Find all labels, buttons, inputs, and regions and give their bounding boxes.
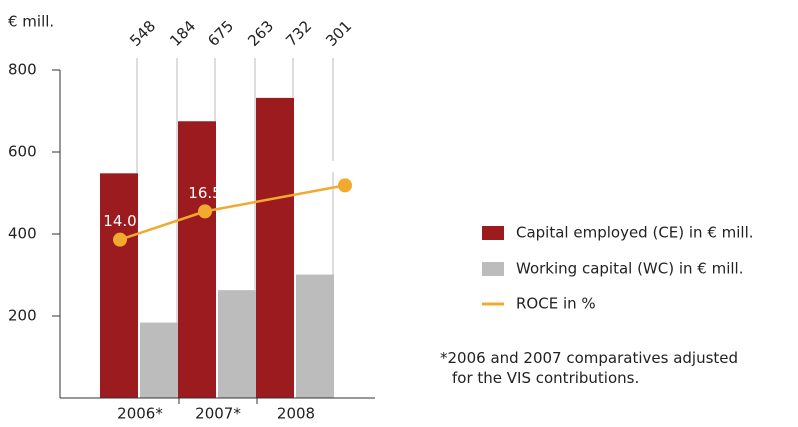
note-line: *2006 and 2007 comparatives adjusted bbox=[440, 349, 738, 367]
x-tick-label: 2007* bbox=[195, 405, 241, 423]
legend-label: ROCE in % bbox=[516, 295, 596, 313]
line bbox=[119, 184, 346, 241]
note-line: for the VIS contributions. bbox=[452, 369, 639, 387]
bar bbox=[296, 274, 334, 398]
legend-label: Working capital (WC) in € mill. bbox=[516, 260, 744, 278]
y-tick-label: 600 bbox=[8, 143, 37, 161]
data-label: 675 bbox=[204, 17, 237, 50]
y-tick-label: 200 bbox=[8, 307, 37, 325]
data-label: 16.5 bbox=[188, 184, 221, 202]
data-label: 263 bbox=[244, 17, 277, 50]
data-label: 301 bbox=[322, 17, 355, 50]
bar bbox=[256, 97, 294, 398]
y-tick-label: 400 bbox=[8, 225, 37, 243]
legend-label: Capital employed (CE) in € mill. bbox=[516, 224, 754, 242]
point bbox=[338, 178, 352, 193]
data-label: 18.8 bbox=[328, 158, 361, 176]
legend-swatch bbox=[482, 226, 504, 240]
y-axis-label: € mill. bbox=[8, 13, 54, 31]
bar bbox=[140, 322, 178, 398]
y-tick-label: 800 bbox=[8, 61, 37, 79]
note: *2006 and 2007 comparatives adjusted for … bbox=[440, 349, 738, 387]
bar bbox=[178, 121, 216, 398]
data-label: 732 bbox=[282, 17, 315, 50]
x-tick-label: 2006* bbox=[117, 405, 163, 423]
point bbox=[198, 204, 212, 219]
bar bbox=[218, 290, 256, 398]
bar bbox=[100, 173, 138, 398]
x-tick-label: 2008 bbox=[277, 405, 315, 423]
point bbox=[113, 232, 127, 247]
data-label: 184 bbox=[166, 17, 199, 50]
data-label: 548 bbox=[126, 17, 159, 50]
legend-swatch bbox=[482, 262, 504, 276]
data-label: 14.0 bbox=[103, 212, 136, 230]
